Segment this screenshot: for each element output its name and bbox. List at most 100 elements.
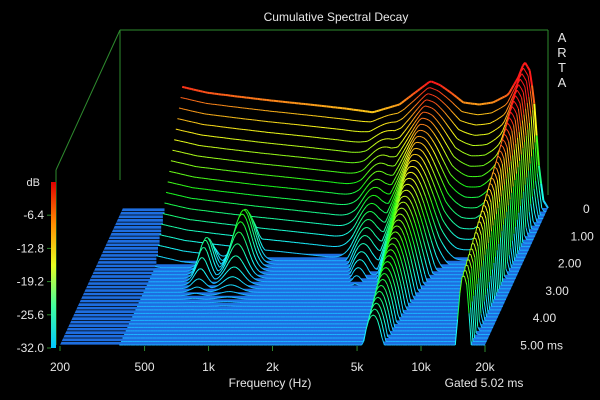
slice-segment: [176, 183, 180, 185]
slice-segment: [373, 178, 376, 181]
slice-segment: [523, 234, 528, 240]
slice-segment: [443, 173, 448, 180]
slice-segment: [431, 139, 435, 144]
slice-segment: [501, 231, 505, 276]
slice-segment: [242, 293, 245, 296]
slice-segment: [382, 210, 385, 214]
slice-segment: [417, 88, 421, 92]
slice-segment: [375, 274, 379, 279]
slice-segment: [383, 172, 387, 175]
slice-segment: [352, 230, 356, 235]
slice-segment: [357, 170, 361, 173]
slice-segment: [165, 191, 169, 194]
slice-segment: [398, 166, 402, 172]
slice-segment: [422, 105, 426, 108]
slice-segment: [189, 275, 193, 280]
slice-segment: [409, 108, 413, 112]
slice-segment: [359, 193, 363, 198]
slice-segment: [442, 86, 446, 90]
slice-segment: [362, 200, 367, 205]
slice-segment: [342, 224, 346, 226]
slice-segment: [190, 121, 194, 123]
slice-segment: [410, 222, 414, 231]
slice-segment: [183, 287, 187, 289]
slice-segment: [194, 270, 198, 275]
slice-segment: [517, 78, 521, 84]
slice-segment: [424, 154, 428, 160]
slice-segment: [209, 242, 214, 250]
slice-segment: [187, 142, 191, 144]
slice-segment: [411, 236, 415, 246]
slice-segment: [368, 202, 372, 205]
slice-segment: [456, 214, 460, 217]
slice-segment: [411, 100, 415, 104]
slice-segment: [253, 264, 258, 269]
slice-segment: [237, 292, 241, 295]
slice-segment: [201, 279, 205, 283]
slice-segment: [361, 160, 365, 162]
slice-segment: [404, 304, 408, 311]
slice-segment: [434, 88, 437, 91]
slice-segment: [486, 171, 489, 174]
slice-segment: [360, 177, 364, 181]
slice-segment: [486, 179, 490, 183]
slice-segment: [174, 150, 178, 152]
slice-segment: [413, 115, 417, 120]
slice-segment: [436, 158, 441, 165]
slice-segment: [504, 102, 508, 106]
slice-segment: [403, 98, 407, 102]
slice-segment: [494, 219, 498, 251]
slice-segment: [402, 141, 407, 147]
slice-segment: [207, 266, 211, 272]
slice-segment: [230, 256, 234, 260]
slice-segment: [487, 151, 490, 155]
slice-segment: [193, 266, 197, 272]
slice-segment: [457, 148, 461, 152]
slice-segment: [248, 213, 253, 221]
slice-segment: [488, 169, 492, 172]
slice-segment: [514, 109, 518, 115]
slice-segment: [502, 146, 506, 153]
slice-segment: [381, 230, 384, 233]
slice-segment: [254, 237, 258, 246]
slice-segment: [207, 237, 211, 243]
slice-segment: [375, 148, 378, 152]
slice-segment: [393, 237, 397, 240]
slice-segment: [349, 279, 353, 283]
slice-segment: [398, 101, 403, 106]
slice-segment: [489, 237, 493, 270]
slice-segment: [423, 137, 427, 141]
slice-segment: [410, 301, 414, 304]
slice-segment: [419, 173, 423, 179]
slice-segment: [195, 258, 199, 266]
slice-segment: [378, 228, 382, 232]
slice-segment: [398, 242, 402, 248]
slice-segment: [413, 286, 417, 296]
slice-segment: [367, 175, 371, 179]
slice-segment: [361, 235, 365, 238]
slice-segment: [462, 162, 466, 165]
slice-segment: [389, 217, 393, 226]
slice-segment: [378, 154, 381, 157]
slice-segment: [487, 243, 492, 276]
slice-segment: [372, 143, 376, 147]
slice-segment: [461, 172, 464, 175]
slice-segment: [374, 118, 378, 121]
slice-segment: [427, 241, 431, 250]
slice-segment: [192, 265, 197, 272]
slice-segment: [429, 175, 434, 182]
slice-segment: [400, 117, 404, 121]
slice-segment: [206, 284, 210, 287]
slice-segment: [358, 230, 362, 235]
slice-segment: [503, 224, 507, 269]
slice-segment: [396, 219, 399, 221]
slice-segment: [500, 144, 504, 148]
slice-segment: [460, 161, 464, 164]
slice-segment: [456, 106, 460, 110]
slice-segment: [365, 204, 369, 207]
slice-segment: [402, 153, 406, 159]
slice-segment: [355, 206, 359, 210]
slice-segment: [360, 243, 364, 246]
slice-segment: [432, 123, 436, 128]
slice-segment: [192, 279, 196, 283]
